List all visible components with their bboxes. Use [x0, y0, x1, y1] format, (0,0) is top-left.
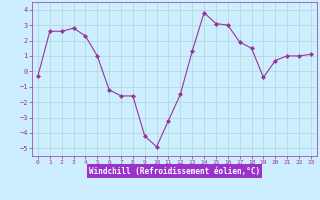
X-axis label: Windchill (Refroidissement éolien,°C): Windchill (Refroidissement éolien,°C)	[89, 167, 260, 176]
